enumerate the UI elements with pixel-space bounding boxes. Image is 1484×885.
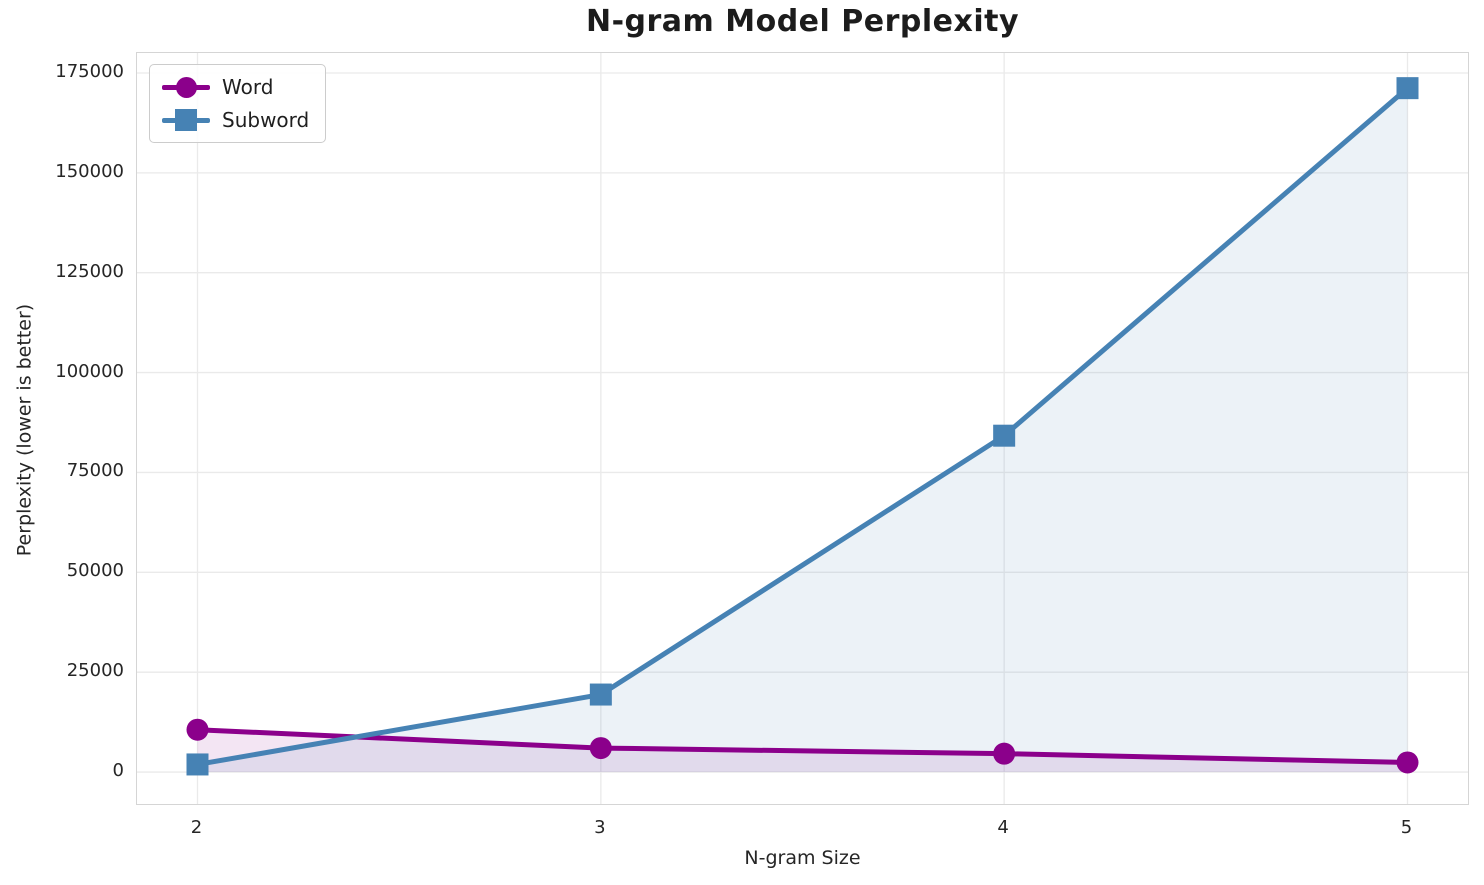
subword-series-line bbox=[195, 85, 1410, 767]
y-tick-label: 125000 bbox=[55, 260, 124, 282]
subword-line-square-marker-icon bbox=[162, 108, 210, 132]
subword-area-fill bbox=[197, 88, 1408, 773]
legend-item-subword: Subword bbox=[162, 108, 309, 132]
word-data-point-marker bbox=[1396, 751, 1419, 774]
word-data-point-marker bbox=[589, 737, 612, 760]
y-tick-label: 75000 bbox=[66, 460, 124, 482]
x-tick-label: 5 bbox=[1400, 817, 1413, 838]
word-data-point-marker bbox=[993, 742, 1016, 765]
legend-label-subword: Subword bbox=[222, 108, 310, 132]
subword-data-point-marker bbox=[589, 683, 612, 706]
y-tick-label: 25000 bbox=[66, 660, 124, 682]
subword-data-point-marker bbox=[1396, 77, 1419, 100]
word-data-point-marker bbox=[186, 718, 209, 741]
x-tick-label: 4 bbox=[997, 817, 1009, 838]
word-line-circle-marker-icon bbox=[162, 75, 210, 99]
subword-data-point-marker bbox=[186, 753, 209, 776]
y-tick-label: 150000 bbox=[55, 160, 124, 182]
x-axis-label: N-gram Size bbox=[744, 847, 861, 869]
legend-label-word: Word bbox=[222, 75, 274, 99]
subword-data-point-marker bbox=[993, 424, 1016, 447]
x-tick-label: 2 bbox=[190, 817, 203, 838]
word-series-line bbox=[195, 727, 1410, 765]
y-tick-label: 100000 bbox=[55, 360, 124, 382]
x-tick-label: 3 bbox=[594, 817, 606, 838]
y-tick-label: 50000 bbox=[66, 560, 124, 582]
legend: Word Subword bbox=[149, 64, 327, 143]
chart-canvas bbox=[137, 53, 1468, 804]
y-tick-label: 175000 bbox=[55, 60, 124, 82]
legend-item-word: Word bbox=[162, 75, 309, 99]
y-tick-label: 0 bbox=[112, 760, 124, 782]
chart-title: N-gram Model Perplexity bbox=[585, 4, 1020, 39]
plot-area: Word Subword bbox=[136, 52, 1469, 805]
